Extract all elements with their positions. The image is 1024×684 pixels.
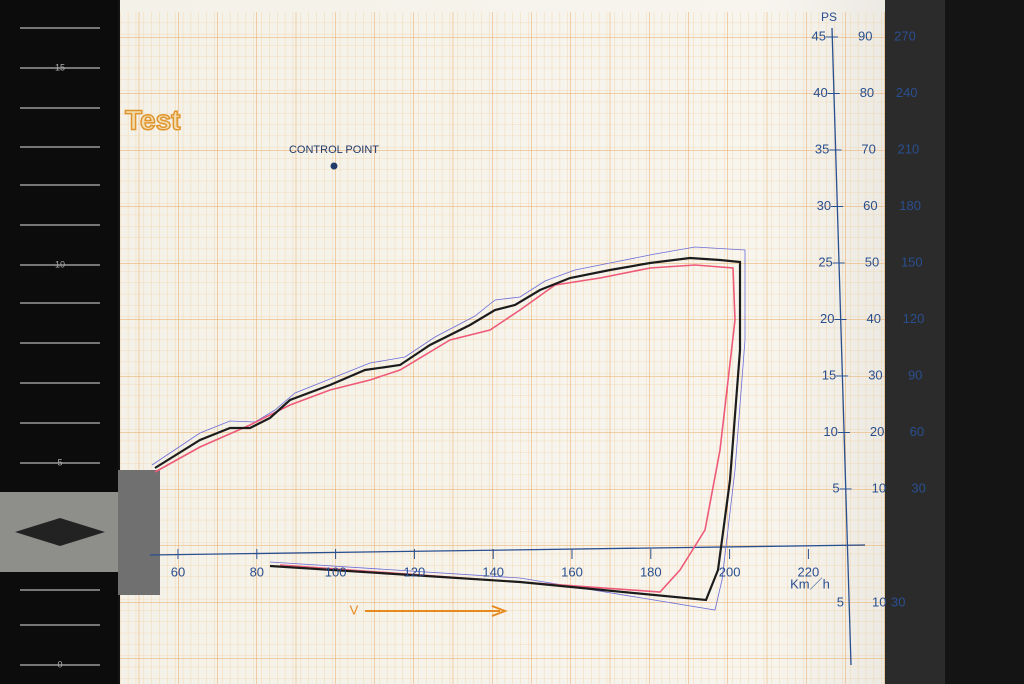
x-unit: Km／h — [790, 576, 830, 591]
y-axis — [831, 27, 852, 666]
scale-label: 10 — [823, 424, 837, 439]
arrow — [365, 605, 508, 617]
scale-label: 70 — [861, 141, 875, 156]
curve-black — [154, 256, 742, 602]
scale-label: 45 — [812, 28, 826, 43]
curve-blue — [151, 246, 746, 611]
title: Test — [125, 104, 181, 135]
axis-unit: PS — [821, 10, 837, 24]
x-label: 140 — [482, 564, 504, 579]
x-label: 100 — [325, 564, 347, 579]
scale-label: 80 — [860, 85, 874, 100]
frame — [885, 0, 945, 684]
scale-label: 25 — [818, 254, 832, 269]
scale-label: 35 — [815, 141, 829, 156]
scale-label: 60 — [910, 424, 924, 439]
scale-label: 90 — [858, 28, 872, 43]
ruler-label: 10 — [55, 259, 65, 269]
scale-label: 20 — [870, 424, 884, 439]
arrow-label: V — [350, 602, 359, 617]
scale-label: 10 — [872, 594, 886, 609]
ruler-ticks — [20, 27, 100, 666]
scale-label: 20 — [820, 311, 834, 326]
scale-label: 30 — [911, 480, 925, 495]
control-point — [330, 162, 338, 170]
ruler-label: 5 — [57, 457, 62, 467]
scale-label: 30 — [891, 594, 905, 609]
scale-label: 30 — [868, 367, 882, 382]
x-label: 200 — [719, 564, 741, 579]
scale-label: 50 — [865, 254, 879, 269]
clamp-slot — [15, 518, 105, 546]
scale-label: 150 — [901, 254, 923, 269]
control-point-label: CONTROL POINT — [289, 144, 379, 156]
coarse-grid — [120, 12, 925, 684]
scale-label: 240 — [896, 85, 918, 100]
scale-label: 120 — [903, 311, 925, 326]
scale-label: 40 — [867, 311, 881, 326]
x-label: 80 — [250, 564, 264, 579]
ruler-labels: 15 10 5 0 — [55, 62, 65, 669]
scale-label: 30 — [817, 198, 831, 213]
scale-label: 60 — [863, 198, 877, 213]
clamp-arm — [118, 470, 160, 595]
x-label: 60 — [171, 564, 185, 579]
x-label: 220 — [798, 564, 820, 579]
scale-label: 15 — [822, 367, 836, 382]
ruler-label: 15 — [55, 62, 65, 72]
x-label: 160 — [561, 564, 583, 579]
x-label: 120 — [404, 564, 426, 579]
x-label: 180 — [640, 564, 662, 579]
scale-label: 210 — [898, 141, 920, 156]
scale-label: 10 — [872, 480, 886, 495]
scale-label: 5 — [837, 594, 844, 609]
scale-label: 40 — [813, 85, 827, 100]
scale-label: 5 — [832, 480, 839, 495]
scale-label: 180 — [899, 198, 921, 213]
scales: 45 90 270 40 80 240 35 70 210 30 60 180 25 50 150 20 40 1… — [171, 28, 926, 609]
x-axis — [149, 544, 866, 556]
scale-label: 90 — [908, 367, 922, 382]
ruler — [0, 0, 118, 684]
scale-label: 270 — [894, 28, 916, 43]
ruler-label: 0 — [57, 659, 62, 669]
